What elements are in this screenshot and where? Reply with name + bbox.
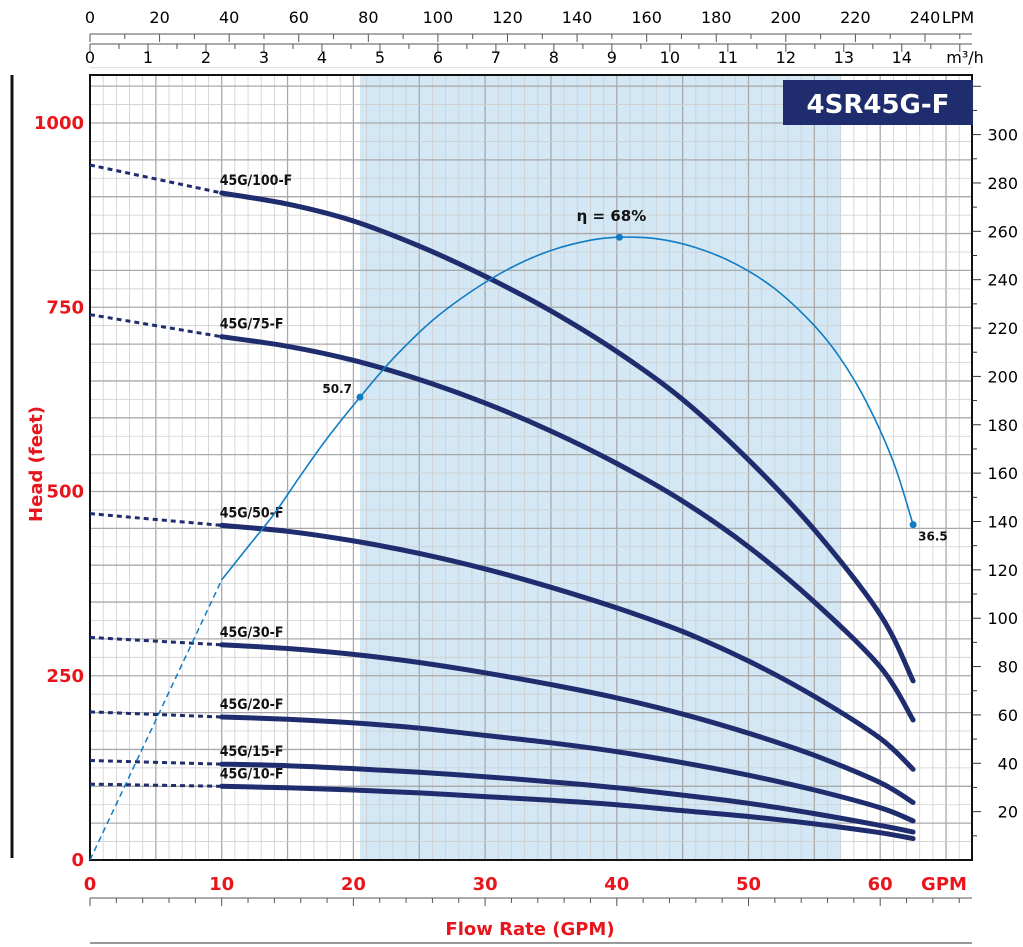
lpm-tick-label: 60: [289, 8, 309, 27]
m3h-tick-label: 8: [549, 48, 559, 67]
pump-curve-label: 45G/30-F: [220, 625, 284, 641]
pump-curve: [219, 334, 916, 723]
pump-curve-label: 45G/15-F: [220, 744, 284, 760]
lpm-tick-label: 40: [219, 8, 239, 27]
x-tick-label: 0: [84, 874, 97, 895]
m3h-tick-label: 0: [85, 48, 95, 67]
lpm-tick-label: 20: [149, 8, 169, 27]
lpm-tick-label: 0: [85, 8, 95, 27]
m3h-tick-label: 6: [433, 48, 443, 67]
pump-curve-extrapolated: [89, 512, 222, 527]
pump-curve-label: 45G/20-F: [220, 697, 284, 713]
efficiency-curve-extrapolated: [89, 579, 223, 861]
m-tick-label: 260: [987, 222, 1018, 241]
m3h-tick-label: 13: [834, 48, 854, 67]
pump-curve-label: 45G/75-F: [220, 317, 284, 333]
m-tick-label: 100: [987, 609, 1018, 628]
m3h-tick-label: 9: [607, 48, 617, 67]
pump-curve-extrapolated: [89, 759, 222, 766]
m3h-tick-label: 4: [317, 48, 327, 67]
m3h-tick-label: 14: [892, 48, 912, 67]
m-tick-label: 40: [998, 754, 1018, 773]
pump-curve-extrapolated: [89, 163, 223, 195]
pump-curve: [219, 783, 916, 842]
pump-curve-label: 45G/100-F: [220, 173, 293, 189]
x-tick-label: 20: [341, 874, 366, 895]
m3h-tick-label: 3: [259, 48, 269, 67]
m3h-tick-label: 7: [491, 48, 501, 67]
lpm-tick-label: 220: [840, 8, 871, 27]
lpm-tick-label: 200: [771, 8, 802, 27]
pump-curve-extrapolated: [89, 313, 222, 339]
m-tick-label: 20: [998, 803, 1018, 822]
y-tick-label: 0: [71, 850, 84, 871]
m-tick-label: 120: [987, 561, 1018, 580]
y-tick-label: 750: [46, 297, 84, 318]
pump-curve: [219, 761, 916, 835]
x-tick-label: 50: [736, 874, 761, 895]
x-tick-label: 40: [604, 874, 629, 895]
m-tick-label: 180: [987, 416, 1018, 435]
lpm-tick-label: 160: [631, 8, 662, 27]
m-tick-label: 140: [987, 512, 1018, 531]
lpm-tick-label: 180: [701, 8, 732, 27]
lpm-axis-unit: LPM: [942, 8, 974, 27]
m3h-tick-label: 5: [375, 48, 385, 67]
y-tick-label: 1000: [34, 113, 84, 134]
m3h-tick-label: 10: [660, 48, 680, 67]
m3h-tick-label: 11: [718, 48, 738, 67]
chart-title-box: 4SR45G-F: [783, 80, 973, 125]
pump-curve-extrapolated: [89, 710, 222, 719]
lpm-tick-label: 120: [492, 8, 523, 27]
efficiency-point: [615, 233, 623, 241]
m3h-tick-label: 2: [201, 48, 211, 67]
m-tick-label: 160: [987, 464, 1018, 483]
lpm-tick-label: 100: [423, 8, 454, 27]
m-tick-label: 80: [998, 658, 1018, 677]
x-axis-unit: GPM: [921, 874, 967, 895]
x-tick-label: 10: [209, 874, 234, 895]
pump-curve: [219, 642, 916, 805]
m3h-tick-label: 1: [143, 48, 153, 67]
m-tick-label: 280: [987, 174, 1018, 193]
pump-curve-label: 45G/10-F: [220, 766, 284, 782]
efficiency-curve: [221, 236, 914, 581]
m3h-axis-unit: m³/h: [946, 48, 984, 67]
efficiency-start-label: 50.7: [322, 382, 352, 396]
x-axis-title: Flow Rate (GPM): [445, 919, 614, 940]
pump-curve-extrapolated: [89, 635, 222, 647]
lpm-tick-label: 80: [358, 8, 378, 27]
efficiency-end-label: 36.5: [918, 530, 948, 544]
pump-curve-label: 45G/50-F: [220, 505, 284, 521]
m-tick-label: 220: [987, 319, 1018, 338]
efficiency-point: [909, 521, 917, 529]
chart-title: 4SR45G-F: [807, 90, 950, 120]
m-tick-label: 240: [987, 271, 1018, 290]
pump-curve: [219, 190, 916, 684]
m3h-tick-label: 12: [776, 48, 796, 67]
lpm-tick-label: 140: [562, 8, 593, 27]
y-tick-label: 500: [46, 482, 84, 503]
pump-curve-extrapolated: [89, 782, 222, 788]
x-tick-label: 30: [473, 874, 498, 895]
m-tick-label: 200: [987, 367, 1018, 386]
y-axis-title: Head (feet): [26, 406, 47, 522]
efficiency-peak-label: η = 68%: [577, 207, 647, 225]
lpm-tick-label: 240: [910, 8, 941, 27]
efficiency-point: [356, 393, 364, 401]
plot-frame: [89, 74, 973, 861]
y-tick-label: 250: [46, 666, 84, 687]
pump-curve: [219, 714, 916, 824]
m-tick-label: 60: [998, 706, 1018, 725]
m-tick-label: 300: [987, 126, 1018, 145]
pump-curve: [219, 522, 916, 772]
x-tick-label: 60: [868, 874, 893, 895]
